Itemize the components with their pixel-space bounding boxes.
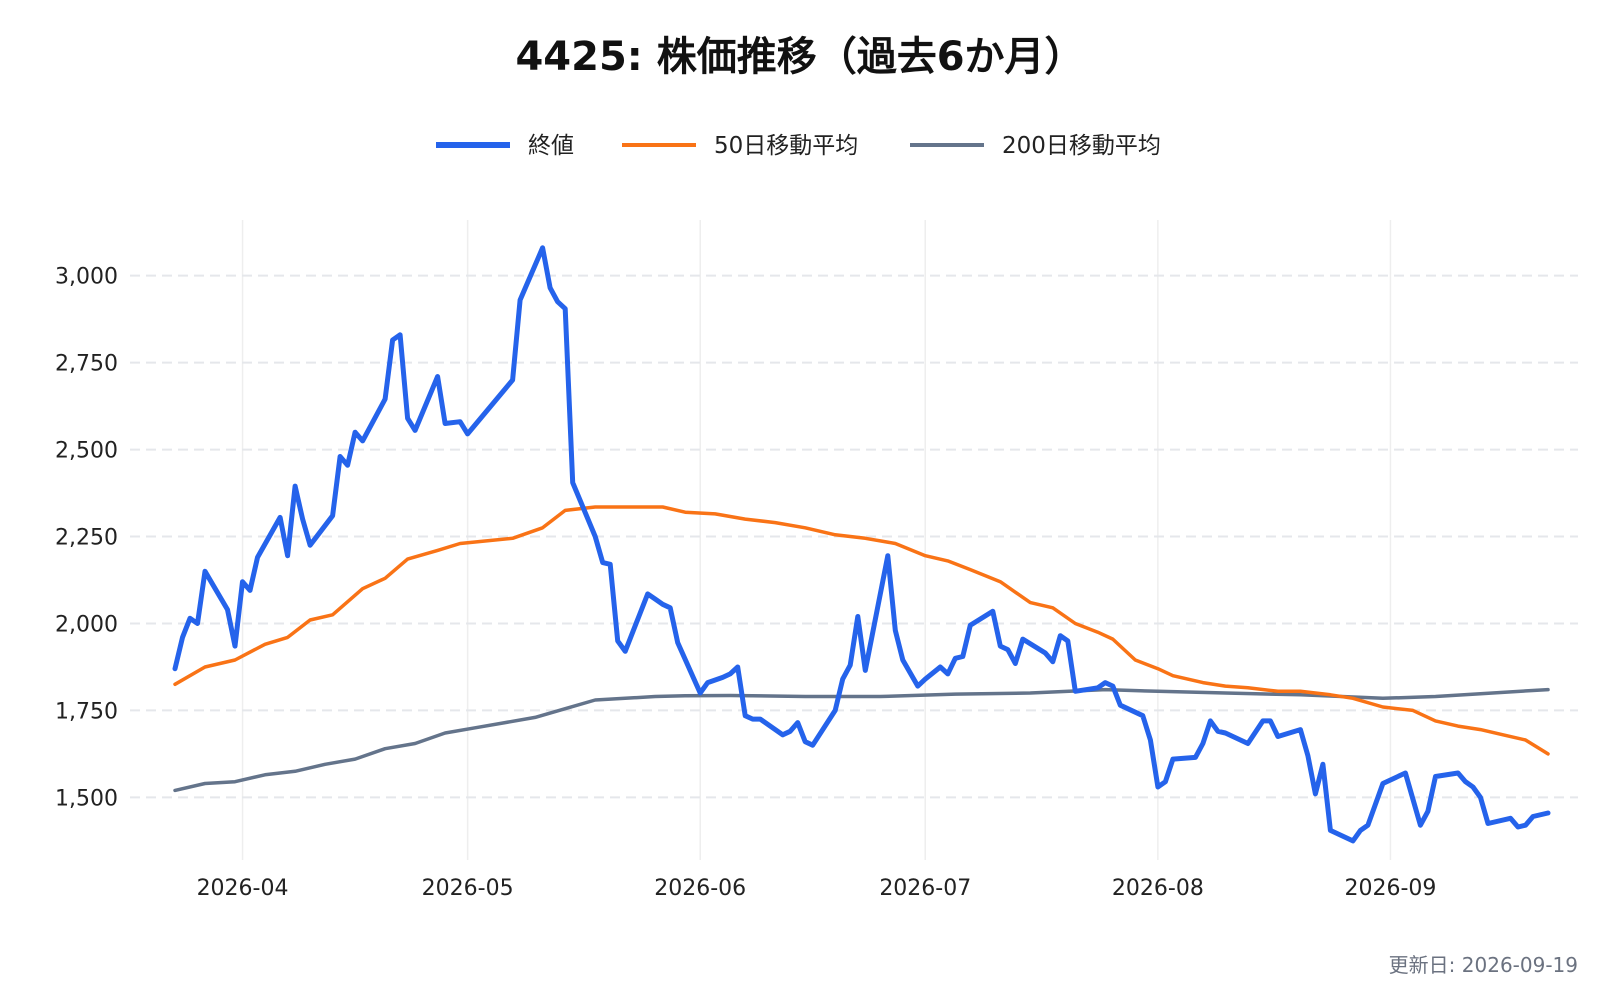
x-tick-label: 2026-08 (1112, 876, 1204, 901)
x-tick-label: 2026-09 (1344, 876, 1436, 901)
updated-date: 更新日: 2026-09-19 (1389, 953, 1578, 977)
ma200-line (173, 687, 1550, 793)
y-tick-label: 2,750 (55, 352, 118, 377)
x-tick-label: 2026-07 (879, 876, 971, 901)
y-tick-label: 3,000 (55, 265, 118, 290)
chart-title: 4425: 株価推移（過去6か月） (515, 34, 1084, 80)
x-axis-ticks: 2026-04 2026-05 2026-06 2026-07 2026-08 2026-… (197, 876, 1437, 901)
legend-label-ma200: 200日移動平均 (1002, 133, 1161, 159)
x-gridlines (241, 220, 1392, 860)
y-axis-ticks: 1,500 1,750 2,000 2,250 2,500 2,750 3,000 (55, 265, 118, 812)
x-tick-label: 2026-05 (422, 876, 514, 901)
x-tick-label: 2026-06 (654, 876, 746, 901)
legend: 終値 50日移動平均 200日移動平均 (436, 133, 1161, 159)
series-layer (172, 245, 1551, 844)
legend-label-close: 終値 (528, 133, 574, 159)
y-tick-label: 2,500 (55, 439, 118, 464)
legend-label-ma50: 50日移動平均 (714, 133, 858, 159)
x-tick-label: 2026-04 (197, 876, 289, 901)
y-tick-label: 2,250 (55, 526, 118, 551)
close-price-line (172, 245, 1551, 844)
y-tick-label: 1,750 (55, 699, 118, 724)
y-tick-label: 2,000 (55, 612, 118, 637)
ma50-line (173, 505, 1550, 756)
y-tick-label: 1,500 (55, 786, 118, 811)
